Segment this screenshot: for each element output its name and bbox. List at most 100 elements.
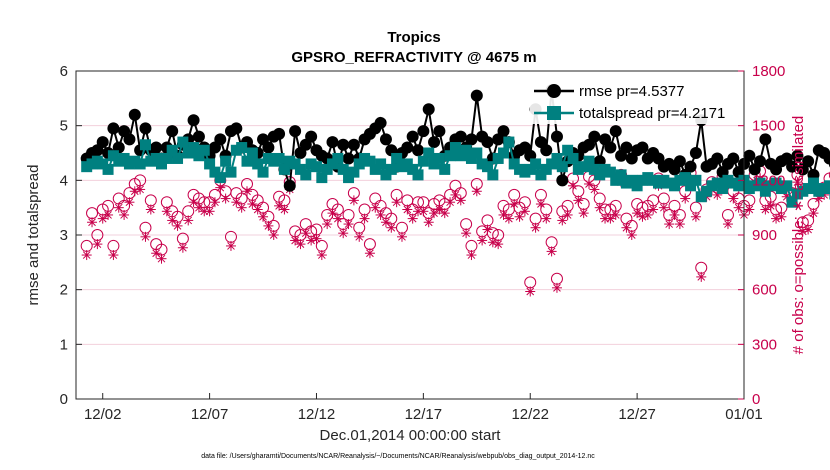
totalspread-point	[781, 180, 793, 192]
totalspread-point	[225, 166, 237, 178]
rmse-point	[273, 127, 286, 140]
rmse-point	[727, 152, 740, 165]
obs-assimilated-point	[359, 213, 370, 224]
obs-assimilated-point	[375, 209, 386, 220]
totalspread-point	[498, 147, 510, 159]
chart-subtitle: GPSRO_REFRACTIVITY @ 4675 m	[291, 49, 536, 66]
totalspread-point	[423, 147, 435, 159]
y-tick-label: 6	[60, 63, 68, 80]
obs-assimilated-point	[477, 235, 488, 246]
obs-assimilated-point	[589, 184, 600, 195]
obs-assimilated-point	[81, 250, 92, 261]
rmse-point	[711, 152, 724, 165]
totalspread-point	[161, 152, 173, 164]
obs-assimilated-point	[215, 182, 226, 193]
rmse-point	[379, 133, 392, 146]
obs-assimilated-point	[605, 213, 616, 224]
legend: rmse pr=4.5377 totalspread pr=4.2171	[530, 78, 740, 124]
obs-assimilated-point	[252, 204, 263, 215]
rmse-point	[823, 152, 830, 165]
obs-assimilated-point	[535, 199, 546, 210]
obs-assimilated-point	[322, 219, 333, 230]
obs-assimilated-point	[530, 222, 541, 233]
obs-assimilated-point	[108, 250, 119, 261]
obs-assimilated-point	[594, 202, 605, 213]
obs-assimilated-point	[258, 211, 269, 222]
y-tick-label: 1	[60, 336, 68, 353]
totalspread-point	[503, 136, 515, 148]
totalspread-point	[551, 152, 563, 164]
totalspread-point	[188, 142, 200, 154]
rmse-point	[497, 125, 510, 138]
obs-assimilated-point	[316, 250, 327, 261]
rmse-point	[786, 160, 799, 173]
obs-assimilated-point	[380, 217, 391, 228]
totalspread-point	[139, 139, 151, 151]
obs-assimilated-point	[509, 199, 520, 210]
y-right-tick-label: 900	[752, 227, 777, 244]
rmse-point	[166, 125, 179, 138]
obs-assimilated-point	[279, 204, 290, 215]
obs-assimilated-point	[562, 209, 573, 220]
rmse-point	[636, 141, 649, 154]
obs-assimilated-point	[268, 230, 279, 240]
obs-assimilated-point	[658, 202, 669, 213]
rmse-point	[754, 155, 767, 168]
totalspread-point	[177, 136, 189, 148]
x-tick-label: 12/17	[405, 406, 443, 423]
obs-assimilated-point	[760, 204, 771, 215]
rmse-point	[262, 141, 275, 154]
totalspread-point	[310, 161, 322, 173]
obs-assimilated-point	[808, 208, 819, 219]
x-tick-label: 01/01	[725, 406, 763, 423]
totalspread-point	[690, 174, 702, 186]
obs-assimilated-point	[461, 228, 472, 239]
obs-assimilated-point	[274, 200, 285, 211]
legend-totalspread-label: totalspread pr=4.2171	[579, 105, 725, 122]
totalspread-point	[102, 163, 114, 175]
y-tick-label: 2	[60, 282, 68, 299]
y-right-tick-label: 600	[752, 282, 777, 299]
rmse-point	[540, 144, 553, 157]
rmse-point	[96, 136, 109, 149]
totalspread-point	[807, 177, 819, 189]
obs-assimilated-point	[664, 219, 675, 230]
rmse-point	[743, 149, 756, 162]
obs-assimilated-point	[551, 282, 562, 293]
totalspread-point	[481, 161, 493, 173]
obs-assimilated-point	[364, 248, 375, 259]
totalspread-point	[460, 144, 472, 156]
obs-assimilated-point	[632, 208, 643, 219]
rmse-point	[187, 114, 200, 127]
totalspread-point	[220, 155, 232, 167]
rmse-point	[588, 130, 601, 143]
totalspread-point	[449, 142, 461, 154]
obs-assimilated-point	[306, 235, 317, 246]
totalspread-point	[348, 166, 360, 178]
rmse-point	[556, 174, 569, 187]
totalspread-point	[824, 180, 830, 192]
obs-assimilated-point	[172, 220, 183, 231]
x-tick-label: 12/22	[511, 406, 549, 423]
totalspread-point	[364, 155, 376, 167]
legend-rmse-label: rmse pr=4.5377	[579, 83, 684, 100]
totalspread-point	[487, 169, 499, 181]
rmse-point	[759, 133, 772, 146]
totalspread-point	[583, 155, 595, 167]
rmse-point	[347, 138, 360, 151]
totalspread-point	[717, 183, 729, 195]
obs-assimilated-point	[177, 242, 188, 253]
obs-assimilated-point	[429, 208, 440, 219]
totalspread-point	[332, 152, 344, 164]
obs-assimilated-point	[471, 186, 482, 197]
plot-area	[75, 70, 830, 400]
obs-assimilated-point	[621, 222, 632, 233]
obs-assimilated-point	[648, 204, 659, 215]
obs-assimilated-point	[290, 235, 301, 246]
totalspread-point	[252, 158, 264, 170]
totalspread-point	[273, 152, 285, 164]
obs-assimilated-point	[236, 202, 247, 213]
obs-assimilated-point	[541, 213, 552, 224]
totalspread-point	[391, 152, 403, 164]
obs-assimilated-point	[242, 186, 253, 197]
